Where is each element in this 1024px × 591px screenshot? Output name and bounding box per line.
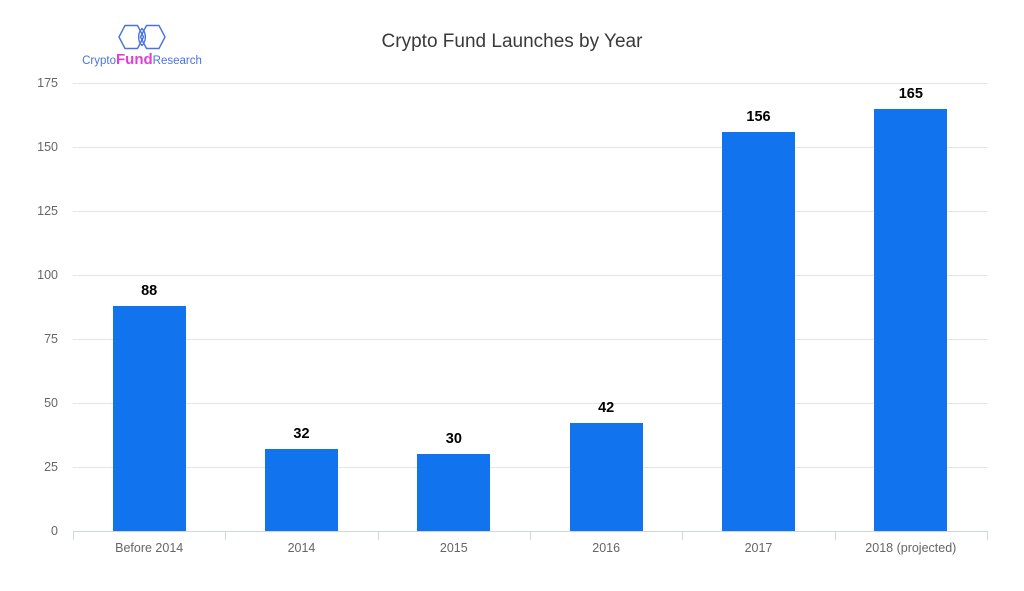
y-axis-label: 175 bbox=[37, 76, 58, 90]
bar-value-label: 165 bbox=[898, 85, 923, 102]
x-axis-tick bbox=[834, 531, 836, 540]
logo-word-crypto: Crypto bbox=[82, 55, 116, 67]
x-axis-label: 2014 bbox=[287, 541, 316, 555]
x-axis-tick bbox=[987, 531, 988, 540]
bar[interactable] bbox=[569, 423, 643, 531]
y-axis-label: 75 bbox=[44, 332, 58, 346]
x-axis-tick bbox=[377, 531, 379, 540]
x-axis-label: 2017 bbox=[744, 541, 773, 555]
brand-logo-text: CryptoFundResearch bbox=[82, 51, 202, 68]
bar-value-label: 32 bbox=[293, 426, 310, 443]
x-axis-tick bbox=[682, 531, 684, 540]
x-axis-tick bbox=[225, 531, 227, 540]
y-axis-label: 0 bbox=[51, 524, 58, 538]
bar[interactable] bbox=[265, 449, 338, 531]
brand-logo-icon bbox=[118, 24, 166, 50]
logo-word-research: Research bbox=[152, 55, 202, 67]
x-axis-tick bbox=[530, 531, 531, 540]
y-axis-label: 50 bbox=[44, 396, 58, 410]
x-axis-label: 2015 bbox=[439, 541, 468, 555]
gridline bbox=[73, 147, 987, 148]
y-axis-label: 150 bbox=[37, 140, 58, 154]
x-axis-tick bbox=[73, 531, 74, 540]
x-axis-label: 2016 bbox=[592, 541, 621, 555]
gridline bbox=[73, 403, 987, 404]
bar[interactable] bbox=[112, 305, 186, 531]
brand-logo: CryptoFundResearch bbox=[82, 24, 202, 68]
gridline bbox=[73, 467, 987, 468]
bar-value-label: 30 bbox=[445, 431, 462, 448]
gridline bbox=[73, 339, 987, 340]
bar-value-label: 88 bbox=[141, 282, 158, 299]
y-axis-label: 125 bbox=[37, 204, 58, 218]
gridline bbox=[73, 275, 987, 276]
y-axis-label: 100 bbox=[37, 268, 58, 282]
bar[interactable] bbox=[417, 454, 491, 531]
bar[interactable] bbox=[874, 108, 948, 531]
y-axis-label: 25 bbox=[44, 460, 58, 474]
gridline bbox=[73, 83, 987, 84]
logo-word-fund: Fund bbox=[116, 51, 153, 68]
bar-value-label: 42 bbox=[598, 400, 615, 417]
chart-title: Crypto Fund Launches by Year bbox=[381, 31, 643, 52]
x-axis-label: 2018 (projected) bbox=[865, 541, 957, 555]
bar[interactable] bbox=[722, 131, 795, 531]
gridline bbox=[73, 211, 987, 212]
x-axis-label: Before 2014 bbox=[115, 541, 184, 555]
bar-value-label: 156 bbox=[746, 108, 771, 125]
